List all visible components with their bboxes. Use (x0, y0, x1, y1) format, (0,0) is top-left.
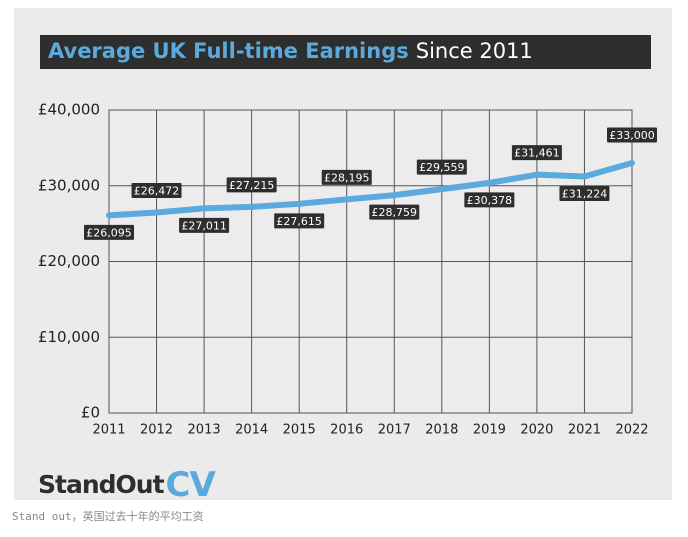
chart-title-main: Average UK Full-time Earnings (48, 39, 409, 63)
logo: StandOutCV (38, 465, 216, 505)
x-tick-label: 2012 (140, 423, 173, 438)
chart-title: Average UK Full-time Earnings Since 2011 (48, 39, 533, 63)
value-label: £26,095 (86, 226, 132, 239)
value-label: £31,461 (514, 147, 560, 160)
y-tick-label: £0 (81, 404, 100, 422)
value-label-box (464, 192, 515, 208)
value-label: £26,472 (134, 184, 180, 197)
x-tick-label: 2016 (330, 423, 363, 438)
x-tick-label: 2013 (188, 423, 221, 438)
x-tick-label: 2017 (378, 423, 411, 438)
value-label-box (179, 217, 230, 233)
value-label: £30,378 (467, 194, 513, 207)
caption: Stand out，英国过去十年的平均工资 (12, 509, 204, 523)
chart-subtitle: Since 2011 (416, 39, 533, 63)
x-tick-label: 2015 (283, 423, 316, 438)
value-label-box (321, 169, 372, 185)
value-label-box (511, 145, 562, 161)
plot: £0 £10,000 £20,000 £30,000 £40,000 2011 2012 20… (38, 101, 657, 438)
value-label-box (559, 185, 610, 201)
value-label-box (369, 204, 420, 220)
y-tick-label: £30,000 (38, 176, 100, 194)
value-label-box (416, 159, 467, 175)
title-bar (40, 35, 651, 69)
value-label: £29,559 (419, 161, 465, 174)
value-label: £31,224 (562, 187, 608, 200)
value-label: £27,615 (276, 215, 322, 228)
value-label: £27,215 (229, 179, 275, 192)
x-tick-label: 2022 (615, 423, 648, 438)
x-tick-label: 2020 (520, 423, 553, 438)
line (106, 160, 635, 219)
value-label: £28,759 (372, 206, 418, 219)
value-label: £33,000 (609, 129, 655, 142)
value-label: £28,195 (324, 171, 370, 184)
x-tick-label: 2018 (425, 423, 458, 438)
y-tick-label: £40,000 (38, 101, 100, 119)
x-tick-label: 2019 (473, 423, 506, 438)
x-tick-label: 2011 (92, 423, 125, 438)
value-label: £27,011 (181, 219, 227, 232)
y-tick-label: £20,000 (38, 252, 100, 270)
y-tick-label: £10,000 (38, 328, 100, 346)
value-label-box (84, 224, 134, 240)
value-label-box (226, 177, 277, 193)
value-label-box (274, 213, 325, 229)
value-label-box (607, 127, 657, 143)
x-tick-label: 2014 (235, 423, 268, 438)
value-label-box (131, 182, 182, 198)
x-tick-label: 2021 (568, 423, 601, 438)
logo-accent: CV (166, 465, 217, 505)
logo-brand: StandOut (38, 470, 165, 499)
